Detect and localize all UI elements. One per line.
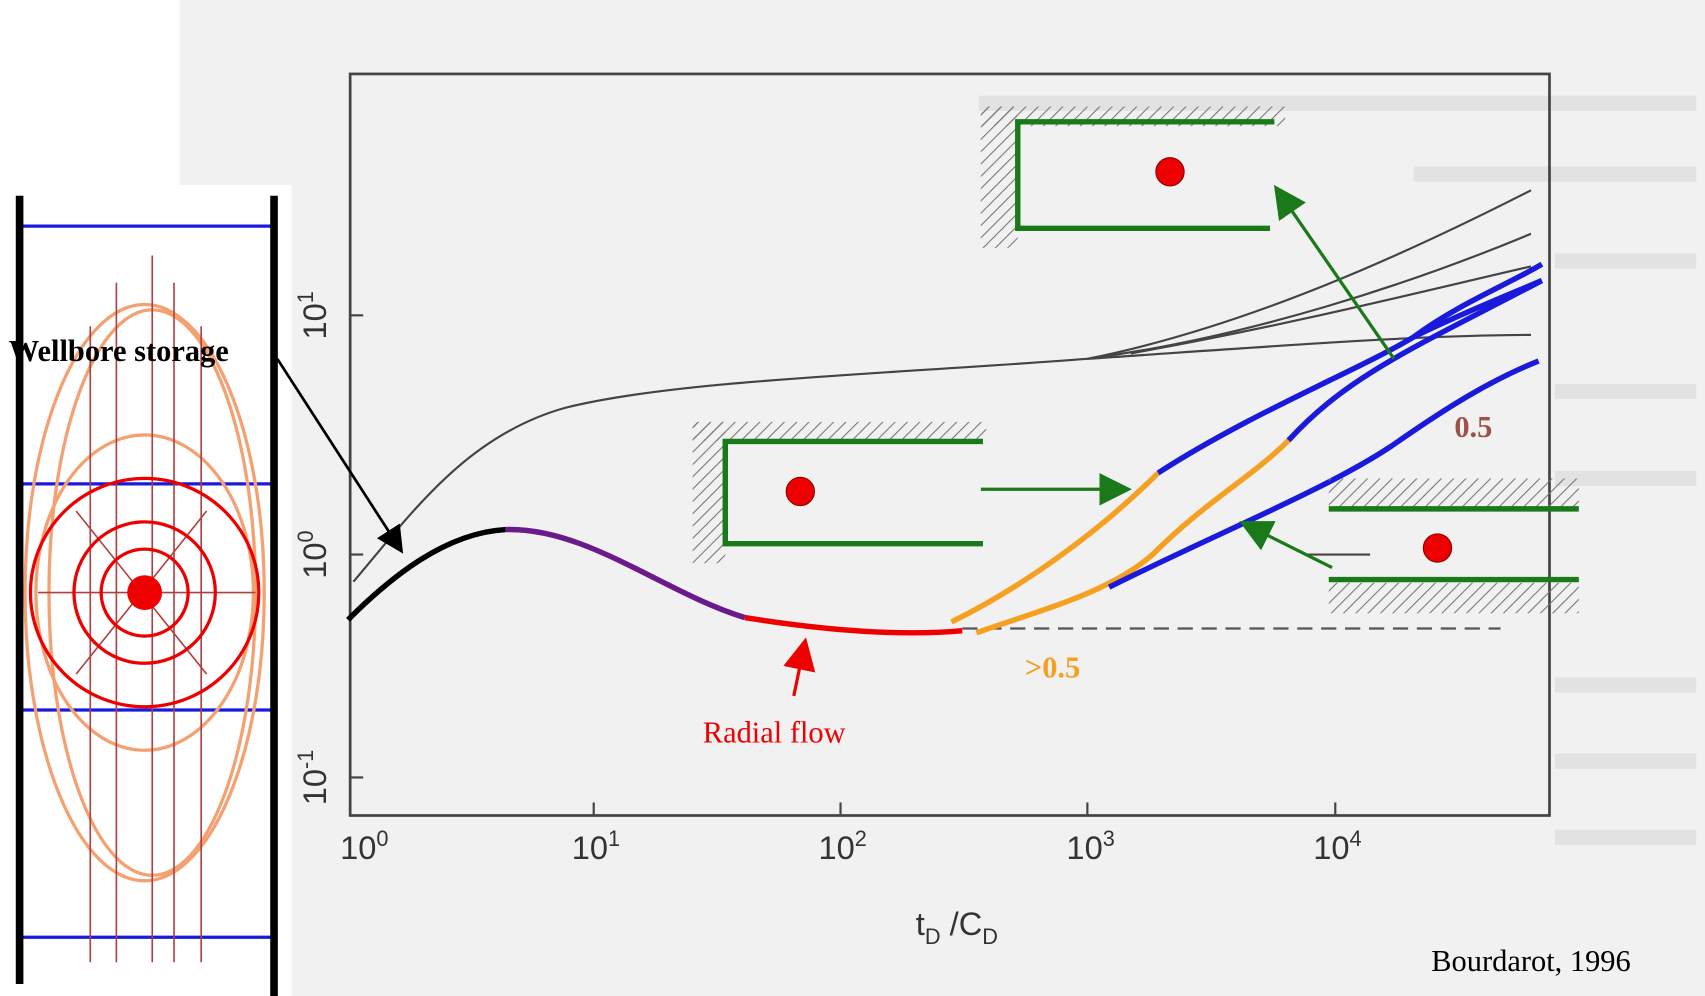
boundary-sketches (692, 106, 1579, 614)
ticks (350, 314, 1337, 816)
wellbore-storage-label: Wellbore storage (9, 334, 229, 368)
plot-frame (348, 72, 1551, 817)
greater-half-label: >0.5 (1025, 650, 1080, 684)
source-label: Bourdarot, 1996 (1431, 944, 1631, 978)
pressure-curves (352, 189, 1532, 583)
wellbore-sketch (0, 184, 292, 996)
derivative-curves (346, 261, 1544, 636)
x-tick-label: 101 (572, 826, 620, 866)
x-tick-label: 102 (819, 826, 867, 866)
faint-text (978, 95, 1697, 845)
x-tick-label: 100 (340, 826, 388, 866)
x-axis-label: tD /CD (916, 905, 998, 949)
half-label: 0.5 (1454, 410, 1492, 444)
y-tick-label: 100 (293, 530, 333, 578)
x-tick-label: 104 (1313, 826, 1361, 866)
radial-flow-label: Radial flow (703, 716, 846, 750)
x-tick-label: 103 (1066, 826, 1114, 866)
y-tick-label: 10-1 (293, 750, 333, 806)
y-tick-label: 101 (293, 291, 333, 339)
radial-arrow (783, 637, 816, 697)
wellbore-arrow (276, 358, 404, 554)
green-arrows (980, 184, 1396, 570)
